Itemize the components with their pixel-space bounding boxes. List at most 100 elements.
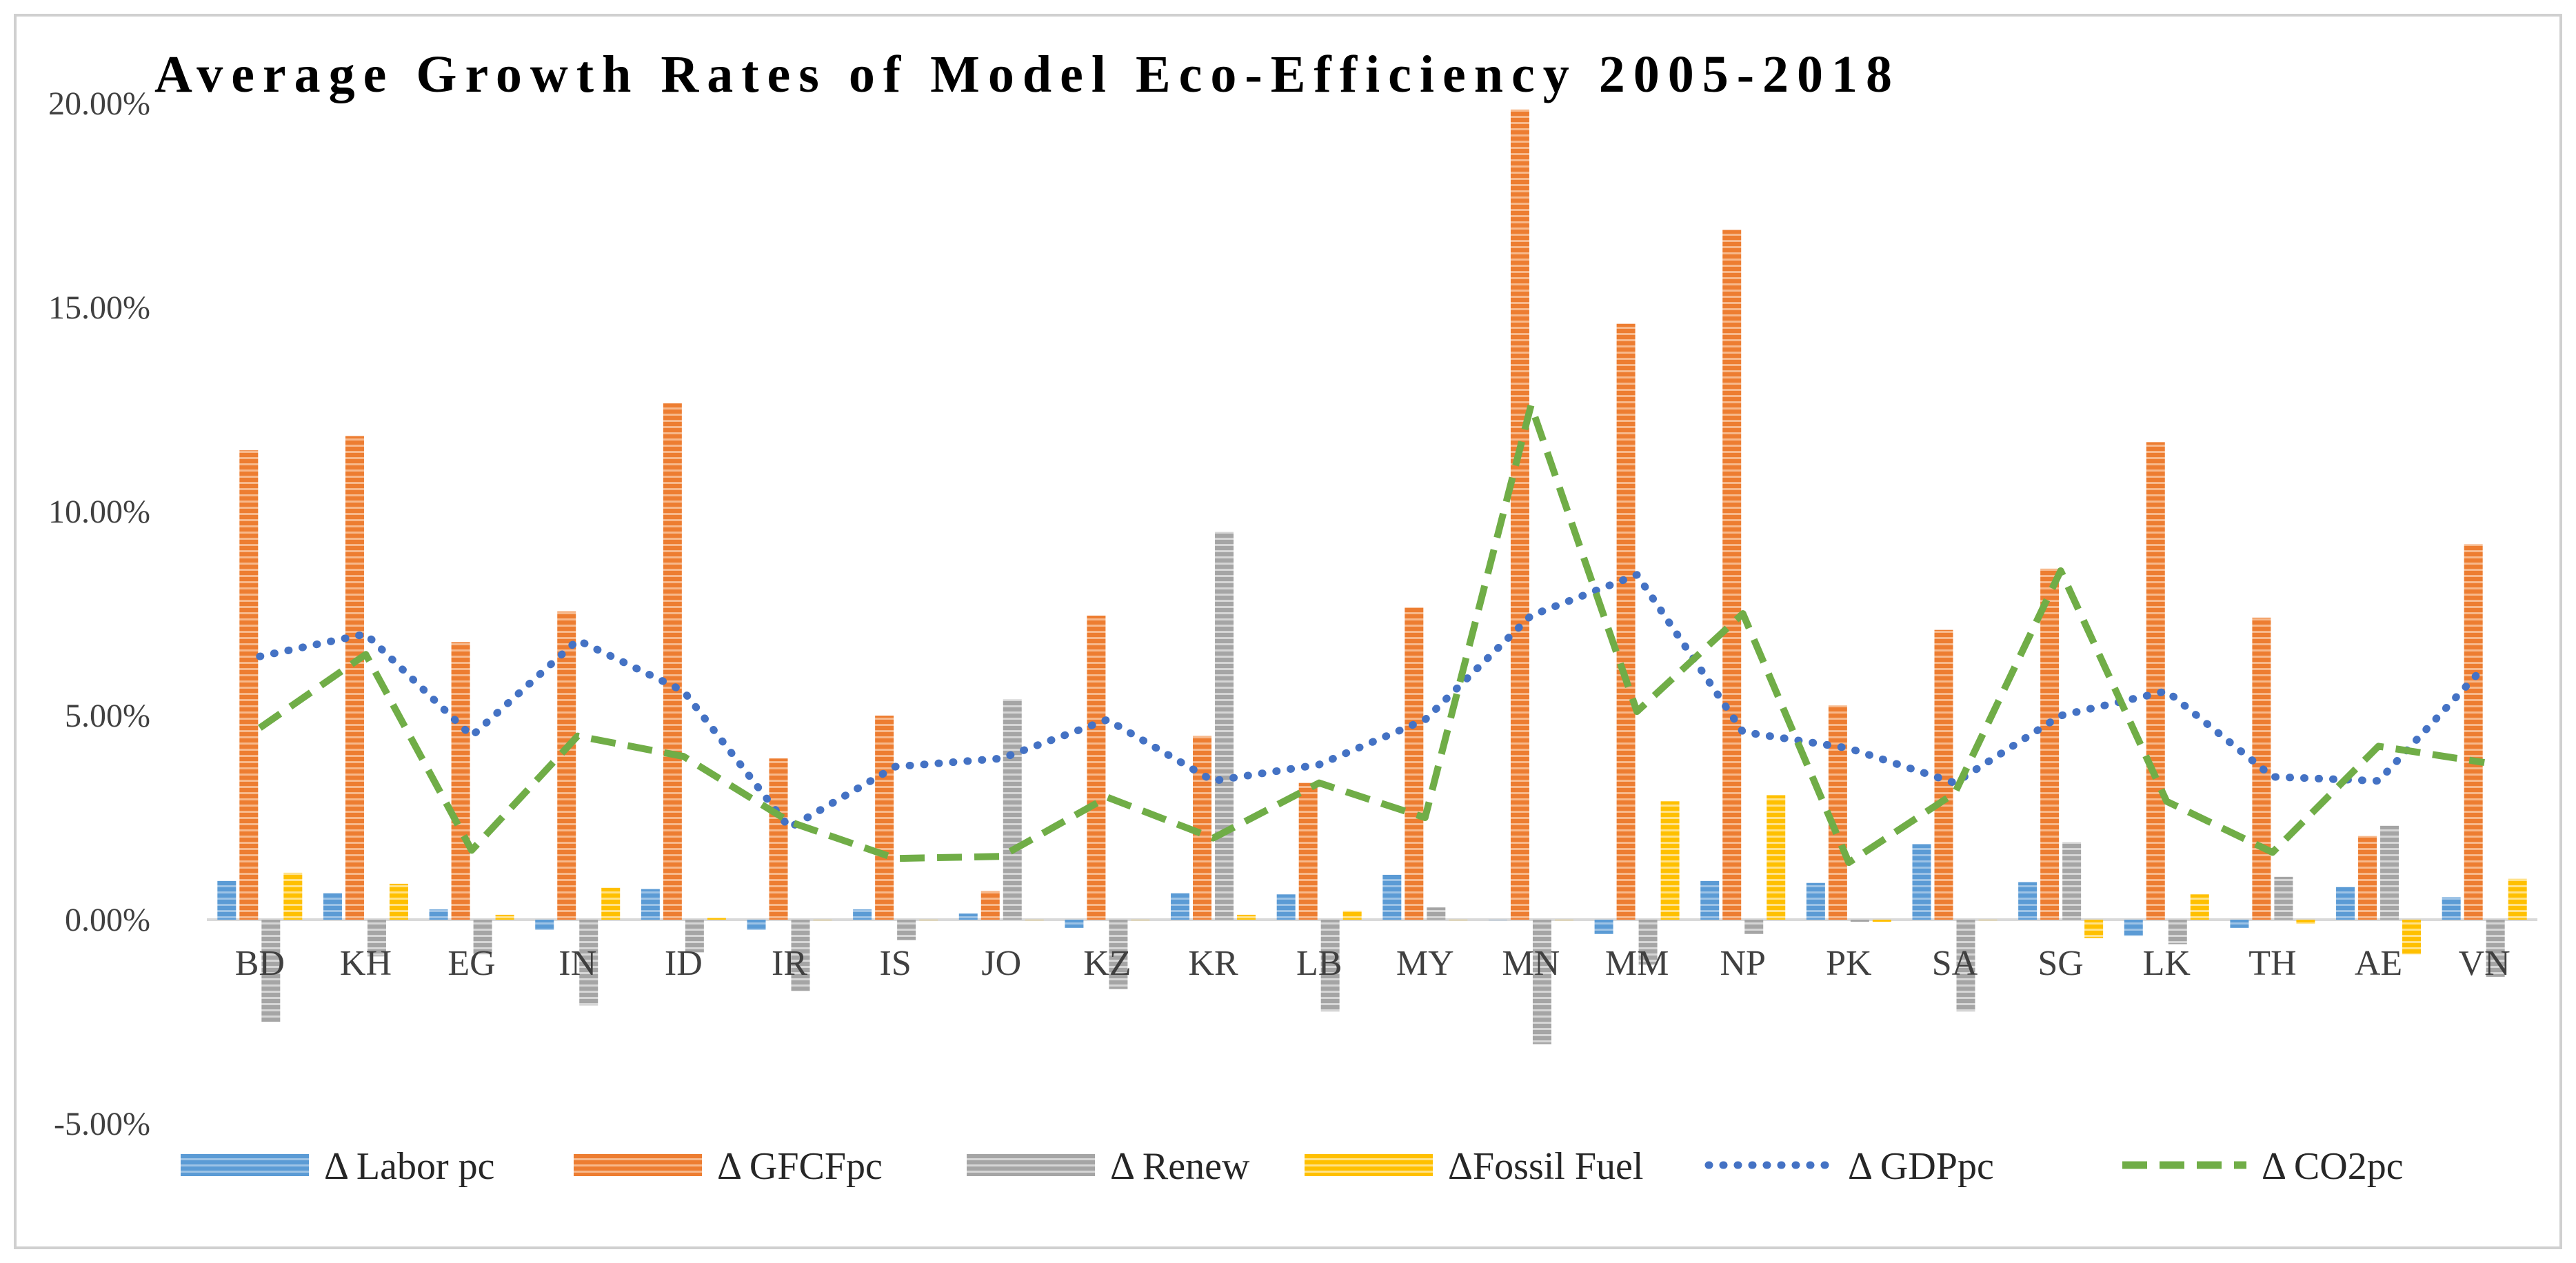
bar-labor-pc-lk bbox=[2124, 920, 2143, 936]
category-label-sg: SG bbox=[2037, 944, 2083, 983]
category-label-eg: EG bbox=[447, 944, 495, 983]
category-label-kr: KR bbox=[1188, 944, 1238, 983]
bar-fossil-fuel-mm bbox=[1660, 801, 1680, 920]
bar-labor-pc-kz bbox=[1065, 920, 1084, 928]
bar-renew-jo bbox=[1003, 699, 1022, 920]
bar-gfcfpc-ae bbox=[2358, 836, 2377, 920]
bar-labor-pc-sa bbox=[1912, 844, 1931, 920]
bar-labor-pc-ir bbox=[747, 920, 766, 930]
bar-labor-pc-mm bbox=[1594, 920, 1613, 934]
bar-renew-bd bbox=[261, 920, 281, 1022]
bar-gfcfpc-kh bbox=[345, 436, 364, 920]
legend-swatch-gfcfpc bbox=[574, 1154, 702, 1176]
legend-label-gdppc: Δ GDPpc bbox=[1848, 1145, 1994, 1188]
legend-label-gfcfpc: Δ GFCFpc bbox=[717, 1145, 883, 1188]
legend-label-renew: Δ Renew bbox=[1110, 1145, 1250, 1188]
legend-label-co2pc: Δ CO2pc bbox=[2262, 1145, 2404, 1188]
bar-renew-my bbox=[1427, 907, 1446, 920]
legend-swatch-labor-pc bbox=[181, 1154, 309, 1176]
bar-labor-pc-jo bbox=[958, 913, 978, 920]
y-tick-label: 15.00% bbox=[48, 290, 150, 326]
bar-fossil-fuel-lk bbox=[2190, 894, 2209, 920]
y-tick-label: -5.00% bbox=[54, 1106, 150, 1142]
bar-renew-sg bbox=[2062, 842, 2082, 920]
bar-labor-pc-kr bbox=[1171, 893, 1190, 920]
bar-gfcfpc-vn bbox=[2464, 544, 2483, 920]
category-label-ae: AE bbox=[2355, 944, 2402, 983]
bar-fossil-fuel-pk bbox=[1872, 920, 1891, 922]
y-tick-label: 5.00% bbox=[65, 698, 150, 734]
bar-labor-pc-is bbox=[853, 909, 872, 920]
bar-gfcfpc-is bbox=[875, 716, 894, 920]
category-label-lk: LK bbox=[2143, 944, 2191, 983]
category-label-in: IN bbox=[559, 944, 596, 983]
bar-fossil-fuel-in bbox=[601, 887, 621, 920]
bar-renew-mn bbox=[1532, 920, 1551, 1044]
bar-renew-kr bbox=[1215, 532, 1234, 920]
bar-renew-np bbox=[1744, 920, 1764, 934]
bar-fossil-fuel-np bbox=[1767, 795, 1786, 920]
x-axis-labels: BD KH EG IN ID IR IS JO KZ KR LB MY MN MM NP PK SA SG LK TH… bbox=[235, 944, 2510, 983]
bar-labor-pc-my bbox=[1382, 874, 1402, 920]
bar-gfcfpc-ir bbox=[769, 758, 788, 920]
bar-labor-pc-in bbox=[535, 920, 554, 930]
category-label-is: IS bbox=[880, 944, 912, 983]
bar-gfcfpc-id bbox=[663, 403, 682, 920]
bar-renew-lb bbox=[1320, 920, 1340, 1012]
bar-labor-pc-th bbox=[2230, 920, 2249, 928]
bar-gfcfpc-jo bbox=[980, 891, 1000, 920]
bar-labor-pc-eg bbox=[429, 909, 448, 920]
bar-renew-th bbox=[2274, 876, 2293, 920]
bar-fossil-fuel-lb bbox=[1342, 910, 1362, 920]
bar-gfcfpc-mn bbox=[1510, 109, 1529, 920]
bar-renew-is bbox=[897, 920, 916, 940]
legend-label-labor-pc: Δ Labor pc bbox=[324, 1145, 495, 1188]
bar-renew-eg bbox=[473, 920, 492, 955]
y-axis: -5.00% 0.00% 5.00% 10.00% 15.00% 20.00% bbox=[48, 85, 150, 1142]
bar-fossil-fuel-bd bbox=[283, 872, 303, 920]
category-label-mm: MM bbox=[1605, 944, 1669, 983]
category-label-ir: IR bbox=[772, 944, 807, 983]
bar-renew-sa bbox=[1956, 920, 1975, 1012]
chart-border bbox=[14, 14, 2562, 1249]
bar-labor-pc-vn bbox=[2442, 897, 2461, 920]
bar-labor-pc-id bbox=[641, 889, 660, 920]
category-label-np: NP bbox=[1720, 944, 1765, 983]
category-label-mn: MN bbox=[1502, 944, 1560, 983]
bar-gfcfpc-lb bbox=[1298, 782, 1318, 920]
bar-gfcfpc-sg bbox=[2040, 568, 2060, 920]
category-label-id: ID bbox=[665, 944, 703, 983]
bar-labor-pc-np bbox=[1700, 880, 1720, 920]
chart-title: Average Growth Rates of Model Eco-Effici… bbox=[154, 46, 1900, 103]
bar-fossil-fuel-th bbox=[2296, 920, 2315, 924]
bar-fossil-fuel-sg bbox=[2084, 920, 2104, 938]
bar-gfcfpc-lk bbox=[2146, 442, 2165, 920]
y-tick-label: 0.00% bbox=[65, 902, 150, 938]
line-series bbox=[256, 402, 2488, 867]
bar-fossil-fuel-vn bbox=[2508, 878, 2527, 920]
category-label-sa: SA bbox=[1932, 944, 1978, 983]
bar-labor-pc-pk bbox=[1806, 882, 1825, 920]
category-label-pk: PK bbox=[1826, 944, 1872, 983]
bar-fossil-fuel-ae bbox=[2402, 920, 2422, 955]
bar-gfcfpc-mm bbox=[1616, 323, 1636, 920]
line-co2pc bbox=[257, 402, 2485, 867]
category-label-kh: KH bbox=[340, 944, 392, 983]
line-gdppc bbox=[256, 571, 2488, 832]
bar-gfcfpc-eg bbox=[451, 642, 470, 920]
bar-renew-pk bbox=[1850, 920, 1869, 922]
category-label-kz: KZ bbox=[1083, 944, 1131, 983]
bar-renew-ae bbox=[2380, 825, 2399, 920]
bar-gfcfpc-np bbox=[1722, 230, 1742, 920]
legend-label-fossil-fuel: ΔFossil Fuel bbox=[1448, 1145, 1643, 1188]
category-label-jo: JO bbox=[981, 944, 1021, 983]
bar-gfcfpc-kz bbox=[1087, 615, 1106, 920]
bar-labor-pc-kh bbox=[323, 893, 342, 920]
bar-labor-pc-sg bbox=[2018, 882, 2037, 920]
legend: Δ Labor pc Δ GFCFpc Δ Renew ΔFossil Fuel Δ G… bbox=[181, 1145, 2404, 1188]
bar-gfcfpc-my bbox=[1405, 607, 1424, 920]
bar-renew-ir bbox=[791, 920, 810, 991]
legend-swatch-fossil-fuel bbox=[1305, 1154, 1433, 1176]
